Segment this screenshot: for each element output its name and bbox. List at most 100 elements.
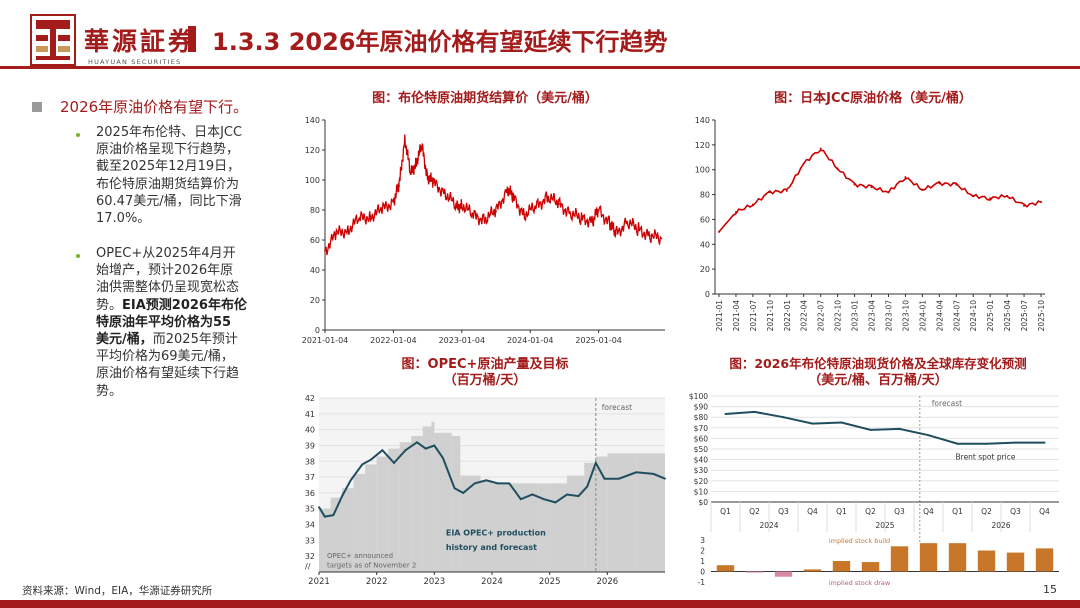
header-divider [0,66,1080,69]
data-point [453,487,456,490]
data-point [462,492,465,494]
data-point [652,473,655,475]
y-tick-label: $50 [694,445,709,454]
y-tick-label: 34 [305,521,315,530]
y-tick-label: 120 [305,146,320,155]
data-point [819,147,822,150]
data-point [603,477,606,480]
x-tick-label: 2025-01-04 [575,336,622,345]
data-point [543,498,545,501]
target-bar [595,456,608,572]
stock-change-bar [716,565,735,572]
square-bullet-icon [32,102,42,112]
x-tick-label: 2021-01 [715,300,724,332]
x-tick-label: 2022-10 [834,300,843,332]
y-tick-label: 140 [695,116,710,125]
data-point [324,249,326,252]
quarter-label: Q4 [807,507,818,516]
annotation-production: EIA OPEC+ production [446,529,546,538]
text-line: 特原油年平均价格为55 [96,314,232,330]
data-point [370,458,372,461]
data-point [802,162,805,165]
data-point [718,230,720,233]
quarter-label: Q4 [1039,507,1050,516]
data-point [335,233,338,235]
data-point [853,183,856,186]
y-tick-label: $20 [694,477,709,486]
quarter-label: Q4 [923,507,934,516]
data-point [1023,204,1026,207]
text-line: 原油价格呈现下行趋势， [96,142,240,158]
data-point [768,191,771,194]
stock-change-bar [977,550,996,572]
bar-y-tick-label: -1 [698,578,706,587]
logo-icon [30,14,76,66]
text-line: 布伦特原油期货结算价为 [96,176,240,192]
x-tick-label: 2024-01-04 [507,336,554,345]
dot-bullet-icon [76,254,80,258]
data-point [566,493,568,496]
data-point [626,221,629,223]
x-tick-label: 2025 [539,577,561,587]
title-accent-bar [188,26,196,52]
y-tick-label: $70 [694,424,709,433]
x-tick-label: 2024-10 [969,300,978,332]
x-tick-label: 2022 [366,577,388,587]
stock-change-bar [861,562,880,572]
target-note: targets as of November 2 [327,561,416,569]
data-point [433,444,436,447]
quarter-label: Q2 [749,507,760,516]
x-tick-label: 2025-04 [1003,300,1012,332]
x-tick-label: 2023-10 [901,300,910,332]
data-point [972,194,975,197]
x-tick-label: 2021-10 [766,300,775,332]
stock-change-bar [832,561,851,572]
stock-change-bar [919,543,938,572]
chart-title-brent-forecast: 图：2026年布伦特原油现货价格及全球库存变化预测 [729,356,1027,371]
brent-forecast-chart: $0 $10$20 $30$40 $50 $60$70 $80$90 $100 forecas… [689,392,1059,587]
x-tick-label: 2023-01 [851,300,860,332]
data-point [938,182,941,185]
y-tick-label: $30 [694,466,709,475]
year-label: 2026 [991,521,1010,530]
target-bar [549,483,567,572]
data-point [840,421,843,424]
data-point [472,215,475,217]
stock-draw-label: implied stock draw [829,579,891,587]
bar-y-tick-label: 1 [700,557,705,566]
x-tick-label: 2023 [424,577,446,587]
x-tick-label: 2023-04 [868,300,877,332]
text-line: 截至2025年12月19日， [96,159,241,175]
target-bar [451,435,461,572]
stock-change-bar [948,543,967,572]
data-point [519,498,522,501]
bar-y-tick-label: 2 [700,547,705,556]
bar-y-tick-label: 3 [700,536,705,545]
year-label: 2024 [759,521,778,530]
target-bar [388,448,400,572]
data-point [753,410,756,413]
jcc-price-line [718,149,1042,233]
data-point [869,428,872,431]
data-point [955,183,958,186]
target-bar [376,456,389,572]
y-tick-label: $80 [694,413,709,422]
target-note: OPEC+ announced [327,552,393,560]
text-line: 60.47美元/桶，同比下滑 [96,193,242,209]
stock-change-bar [1035,548,1054,572]
x-tick-label: 2026 [597,577,619,587]
opec-production-chart: 32 33 34 35 36 37 38 39 40 41 42 forecast EIA OPEC+ … [305,394,666,587]
y-tick-label: $10 [694,487,709,496]
x-tick-label: 2021 [308,577,330,587]
data-point [577,495,580,497]
target-bar [431,421,435,572]
data-point [557,203,560,205]
data-point [1006,194,1009,197]
target-bar [566,475,585,572]
target-bar [399,442,412,572]
chart-title-opec: 图：OPEC+原油产量及目标 [401,357,569,372]
data-point [506,188,509,190]
quarter-label: Q2 [981,507,992,516]
y-tick-label: 38 [305,457,315,466]
y-tick-label: 60 [310,236,320,245]
